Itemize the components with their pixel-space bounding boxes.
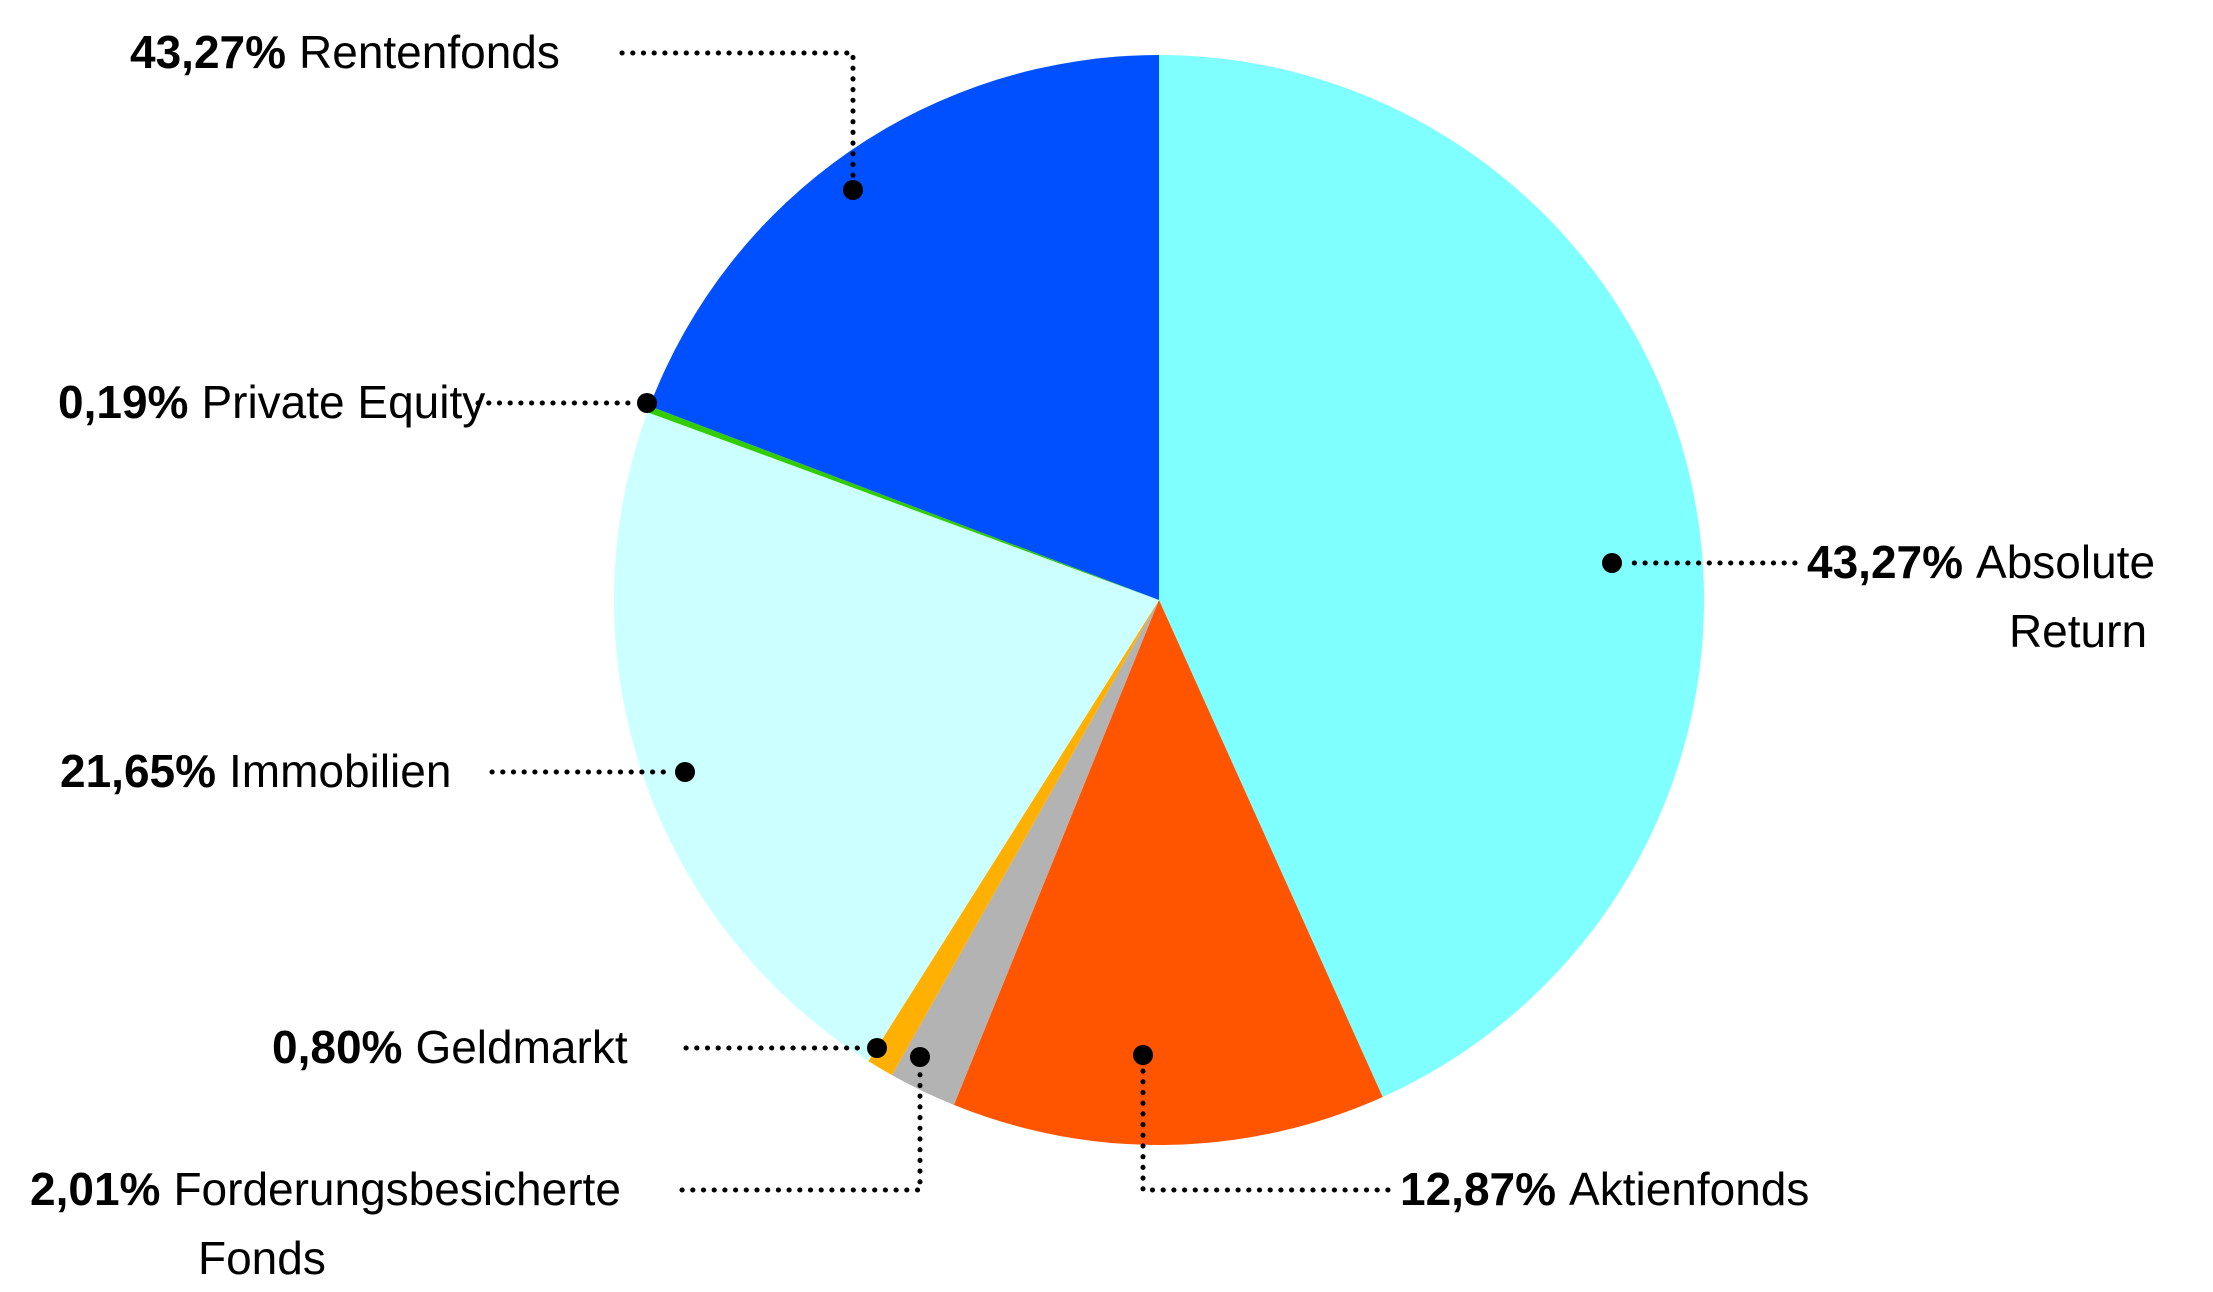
label-geldmarkt-name: Geldmarkt bbox=[415, 1021, 628, 1073]
label-forderungsbesicherte-name: Forderungsbesicherte bbox=[173, 1163, 621, 1215]
callout-dot-rentenfonds bbox=[843, 180, 863, 200]
callout-line-rentenfonds bbox=[619, 50, 856, 180]
label-aktienfonds-name: Aktienfonds bbox=[1569, 1163, 1810, 1215]
pie-slice-rentenfonds bbox=[649, 55, 1159, 600]
label-geldmarkt: 0,80% Geldmarkt bbox=[272, 1013, 628, 1082]
label-private-equity-pct: 0,19% bbox=[58, 376, 189, 428]
callout-dot-absolute-return bbox=[1602, 553, 1622, 573]
label-rentenfonds: 43,27% Rentenfonds bbox=[130, 18, 560, 87]
label-absolute-return: 43,27% Absolute Return bbox=[1807, 528, 2155, 666]
label-forderungsbesicherte-pct: 2,01% bbox=[30, 1163, 161, 1215]
pie-slice-private-equity bbox=[647, 406, 1159, 600]
label-immobilien-name: Immobilien bbox=[229, 745, 452, 797]
callout-line-aktienfonds bbox=[1140, 1065, 1391, 1193]
pie-slice-absolute-return bbox=[1159, 54, 1705, 1097]
label-aktienfonds: 12,87% Aktienfonds bbox=[1400, 1155, 1809, 1224]
label-geldmarkt-pct: 0,80% bbox=[272, 1021, 403, 1073]
callout-dot-aktienfonds bbox=[1133, 1045, 1153, 1065]
label-rentenfonds-name: Rentenfonds bbox=[299, 26, 560, 78]
label-absolute-return-name: Absolute bbox=[1976, 536, 2156, 588]
label-forderungsbesicherte-line2: Fonds bbox=[198, 1232, 326, 1284]
callout-dot-geldmarkt bbox=[867, 1038, 887, 1058]
label-private-equity: 0,19% Private Equity bbox=[58, 368, 485, 437]
callout-line-forderungsbesicherte-fonds bbox=[679, 1067, 923, 1193]
label-immobilien: 21,65% Immobilien bbox=[60, 737, 451, 806]
label-absolute-return-line1: 43,27% Absolute bbox=[1807, 528, 2155, 597]
label-rentenfonds-pct: 43,27% bbox=[130, 26, 287, 78]
label-immobilien-pct: 21,65% bbox=[60, 745, 217, 797]
callout-dot-private-equity bbox=[637, 393, 657, 413]
label-private-equity-name: Private Equity bbox=[201, 376, 486, 428]
pie-slice-aktienfonds bbox=[953, 600, 1383, 1145]
label-absolute-return-line2: Return bbox=[2008, 605, 2148, 657]
callout-dot-immobilien bbox=[675, 762, 695, 782]
label-aktienfonds-pct: 12,87% bbox=[1400, 1163, 1557, 1215]
label-forderungsbesicherte-line1: 2,01% Forderungsbesicherte bbox=[30, 1155, 621, 1224]
pie-slice-immobilien bbox=[614, 412, 1159, 1062]
pie-slice-geldmarkt bbox=[868, 600, 1159, 1076]
callout-dot-forderungsbesicherte-fonds bbox=[910, 1047, 930, 1067]
pie-slice-forderungsbesicherte-fonds bbox=[892, 600, 1159, 1105]
label-forderungsbesicherte-fonds: 2,01% Forderungsbesicherte Fonds bbox=[30, 1155, 621, 1292]
label-absolute-return-pct: 43,27% bbox=[1807, 536, 1964, 588]
